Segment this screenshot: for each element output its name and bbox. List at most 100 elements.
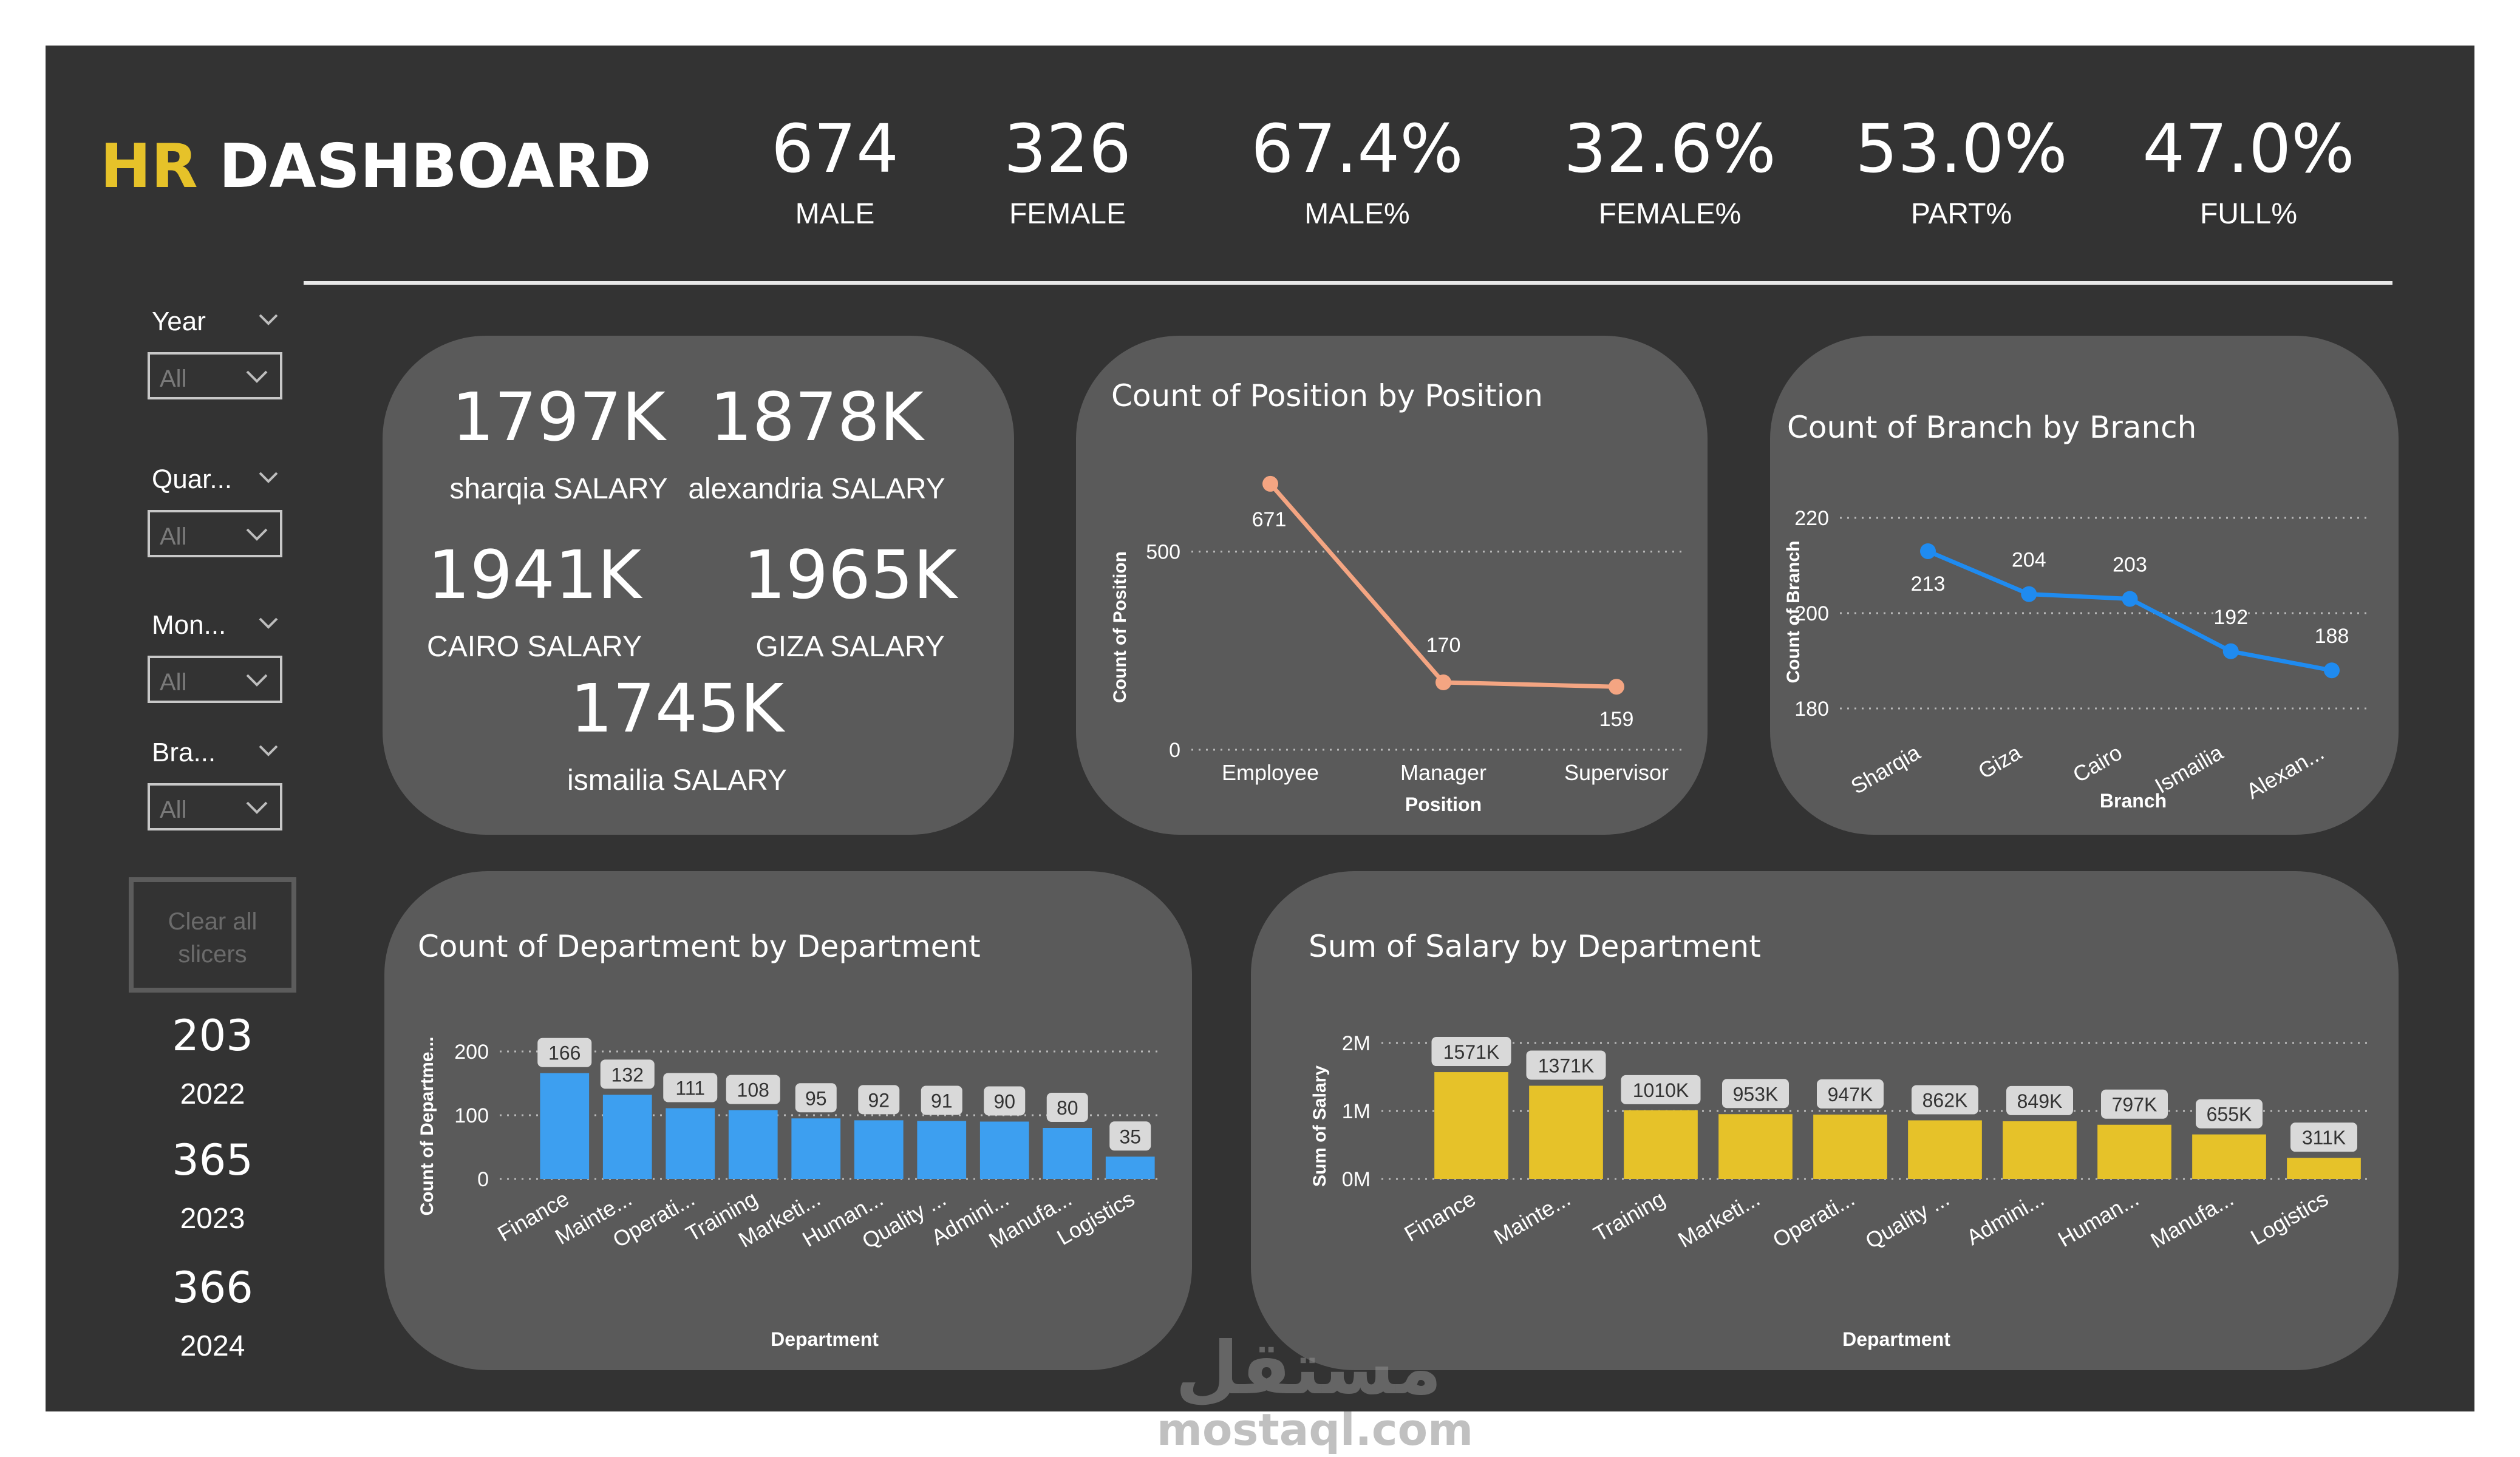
data-label: 1371K [1538,1055,1595,1076]
year-label-2024: 2024 [180,1330,245,1362]
chevron-down-icon[interactable] [255,307,282,333]
chevron-down-icon[interactable] [255,464,282,491]
data-label: 92 [868,1089,890,1111]
data-label-box [1912,1085,1978,1115]
slicer-value: All [160,669,187,696]
bar [666,1108,715,1179]
data-label: 203 [2113,553,2147,576]
year-label-2023: 2023 [180,1203,245,1235]
slicer-branch-dropdown[interactable]: All [148,783,282,830]
x-tick-label: Admini... [1962,1186,2048,1250]
kpi-label: FEMALE% [1598,198,1742,230]
salary-label-ismailia: ismailia SALARY [567,764,787,796]
salary-label-alexandria: alexandria SALARY [688,473,945,505]
bar [602,1095,652,1179]
data-label: 35 [1119,1126,1141,1147]
chart-title: Count of Department by Department [418,929,981,964]
y-tick-label: 500 [1146,541,1180,564]
y-tick-label: 220 [1794,507,1829,530]
data-label: 953K [1733,1083,1779,1105]
data-point [1920,543,1936,559]
dashboard-canvas: HR DASHBOARD 674 MALE 326 FEMALE 67.4% M… [46,46,2474,1454]
data-label: 188 [2315,625,2349,648]
bar [917,1121,967,1179]
bar [1813,1114,1887,1179]
data-label: 192 [2213,606,2248,629]
chevron-down-icon[interactable] [255,738,282,764]
kpi-female: 326 FEMALE [940,112,1195,231]
data-point [1435,674,1451,691]
data-label-box [537,1038,592,1067]
kpi-label: FEMALE [1009,198,1126,230]
y-tick-label: 0M [1342,1168,1371,1191]
clear-all-slicers-button[interactable]: Clear all slicers [129,877,296,993]
salary-label-giza: GIZA SALARY [755,631,945,663]
year-count-2022: 203 [172,1011,253,1061]
dashboard-title: HR DASHBOARD [100,131,652,202]
y-tick-label: 200 [1794,602,1829,625]
data-label-box [663,1073,718,1102]
department-salary-panel: Sum of Salary by Department 0M 1M 2M 1571K F… [1251,871,2399,1370]
x-tick-label: Finance [1400,1186,1480,1246]
chevron-down-icon [246,370,268,383]
data-label-box [1817,1079,1884,1109]
bar [2287,1158,2361,1179]
kpi-label: MALE [795,198,875,230]
data-label: 170 [1426,634,1461,657]
data-label: 204 [2012,549,2046,572]
department-salary-bar-chart: 0M 1M 2M 1571K Finance 1371K Mainte... 1010K Tra… [1310,1032,2371,1350]
clear-button-line2: slicers [178,941,247,968]
slicer-quarter-dropdown[interactable]: All [148,510,282,557]
y-tick-label: 2M [1342,1032,1371,1055]
salary-label-cairo: CAIRO SALARY [427,631,642,663]
salary-value-sharqia: 1797K [451,378,666,456]
bar [1908,1120,1982,1179]
chart-title: Count of Branch by Branch [1787,410,2197,445]
data-label: 111 [675,1077,705,1099]
kpi-value: 53.0% [1855,110,2068,188]
bar [2192,1134,2266,1179]
bar [1105,1156,1155,1179]
chevron-down-icon[interactable] [255,610,282,637]
slicer-month-label: Mon... [152,610,226,640]
data-label-box [2006,1085,2073,1115]
slicer-value: All [160,523,187,550]
data-label: 797K [2112,1094,2157,1116]
data-label: 1571K [1443,1041,1500,1063]
bar [1434,1072,1508,1179]
year-count-2024: 366 [172,1263,253,1313]
data-point [2021,586,2037,602]
x-axis-title: Branch [2100,790,2167,812]
bar [1529,1085,1603,1179]
data-label: 671 [1252,508,1287,531]
y-tick-label: 200 [454,1041,489,1064]
data-point [2222,643,2239,659]
bar [854,1120,904,1179]
bar [1043,1128,1092,1179]
data-label-box [2101,1089,2168,1119]
kpi-value: 326 [1004,110,1131,188]
bar [540,1073,590,1179]
slicer-year-label: Year [152,307,206,336]
data-label-box [795,1083,837,1113]
slicer-month-dropdown[interactable]: All [148,656,282,703]
slicer-value: All [160,365,187,392]
y-axis-title: Count of Position [1110,551,1130,703]
branch-salary-panel: 1797K sharqia SALARY 1878K alexandria SA… [383,336,1014,835]
x-axis-title: Position [1405,793,1482,815]
data-label-box [1722,1079,1789,1109]
slicer-value: All [160,796,187,823]
slicer-year-dropdown[interactable]: All [148,352,282,399]
x-tick-label: Supervisor [1564,760,1669,785]
year-label-2022: 2022 [180,1078,245,1110]
kpi-full-percent: 47.0% FULL% [2121,112,2376,231]
bar [2097,1124,2171,1179]
data-point [2122,591,2138,607]
bar [791,1118,841,1179]
x-tick-label: Cairo [2068,739,2126,787]
data-label-box [1621,1075,1701,1104]
slicer-quarter-label: Quar... [152,464,233,494]
y-tick-label: 0 [1169,739,1180,762]
x-tick-label: Mainte... [1490,1186,1575,1249]
kpi-male: 674 MALE [707,112,962,231]
